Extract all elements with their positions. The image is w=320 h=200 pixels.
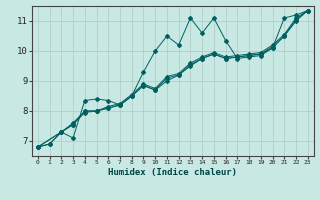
X-axis label: Humidex (Indice chaleur): Humidex (Indice chaleur) (108, 168, 237, 177)
